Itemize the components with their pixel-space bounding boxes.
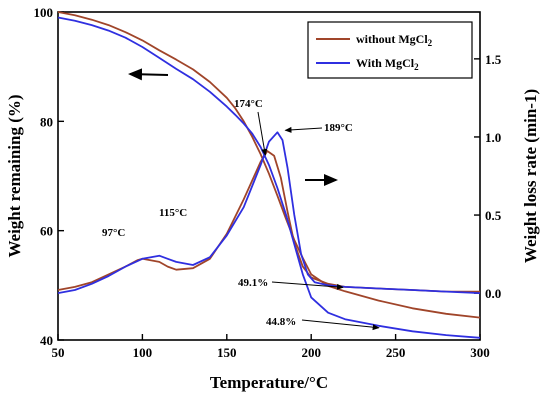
y-left-tick-label-40: 40	[40, 333, 53, 348]
plot-frame	[57, 11, 481, 341]
x-axis-title: Temperature/°C	[210, 373, 328, 392]
y-left-tick-label-100: 100	[34, 5, 54, 20]
y-right-axis-title: Weight loss rate (min-1)	[521, 89, 540, 263]
y-right-tick-label-0: 0.0	[485, 286, 501, 301]
ticks-layer: 50 100 150 200 250 300 40 60 80 100 0.0 0.5 1.0 1.5	[34, 5, 502, 360]
leader-peak189	[284, 126, 323, 133]
legend-label-without: without MgCl2	[356, 32, 433, 48]
leader-res491	[271, 281, 344, 290]
legend-box	[307, 21, 473, 79]
y-left-axis-title: Weight remaining (%)	[5, 94, 24, 257]
y-right-tick-label-2: 1.0	[485, 130, 501, 145]
annotation-97: 97°C	[102, 227, 125, 239]
annotation-174: 174°C	[234, 98, 263, 110]
legend: without MgCl2 With MgCl2	[307, 21, 473, 79]
annotation-448: 44.8%	[266, 316, 296, 328]
y-left-tick-label-80: 80	[40, 114, 53, 129]
legend-label-with-base: With MgCl	[356, 56, 415, 70]
x-tick-label-200: 200	[301, 345, 321, 360]
annotation-115: 115°C	[159, 207, 187, 219]
annotation-491: 49.1%	[238, 277, 268, 289]
y-right-tick-label-1: 0.5	[485, 208, 502, 223]
y-left-tick-label-60: 60	[40, 224, 53, 239]
x-tick-label-300: 300	[470, 345, 490, 360]
x-tick-label-100: 100	[133, 345, 153, 360]
y-right-tick-label-3: 1.5	[485, 52, 502, 67]
x-tick-label-150: 150	[217, 345, 237, 360]
x-tick-label-250: 250	[386, 345, 406, 360]
annotation-layer: 174°C 189°C 97°C 115°C 49.1% 44.8%	[102, 98, 380, 331]
legend-label-with-sub: 2	[414, 62, 419, 72]
annotation-189: 189°C	[324, 122, 353, 134]
legend-label-with: With MgCl2	[356, 56, 419, 72]
series-tg-with-mgcl2	[57, 16, 481, 339]
legend-label-without-base: without MgCl	[356, 32, 428, 46]
leader-peak174	[257, 111, 268, 156]
series-dtg-with-mgcl2	[57, 131, 481, 294]
left-axis-arrow	[128, 68, 169, 81]
x-tick-label-50: 50	[52, 345, 65, 360]
legend-label-without-sub: 2	[428, 38, 433, 48]
leader-res448	[301, 319, 380, 331]
